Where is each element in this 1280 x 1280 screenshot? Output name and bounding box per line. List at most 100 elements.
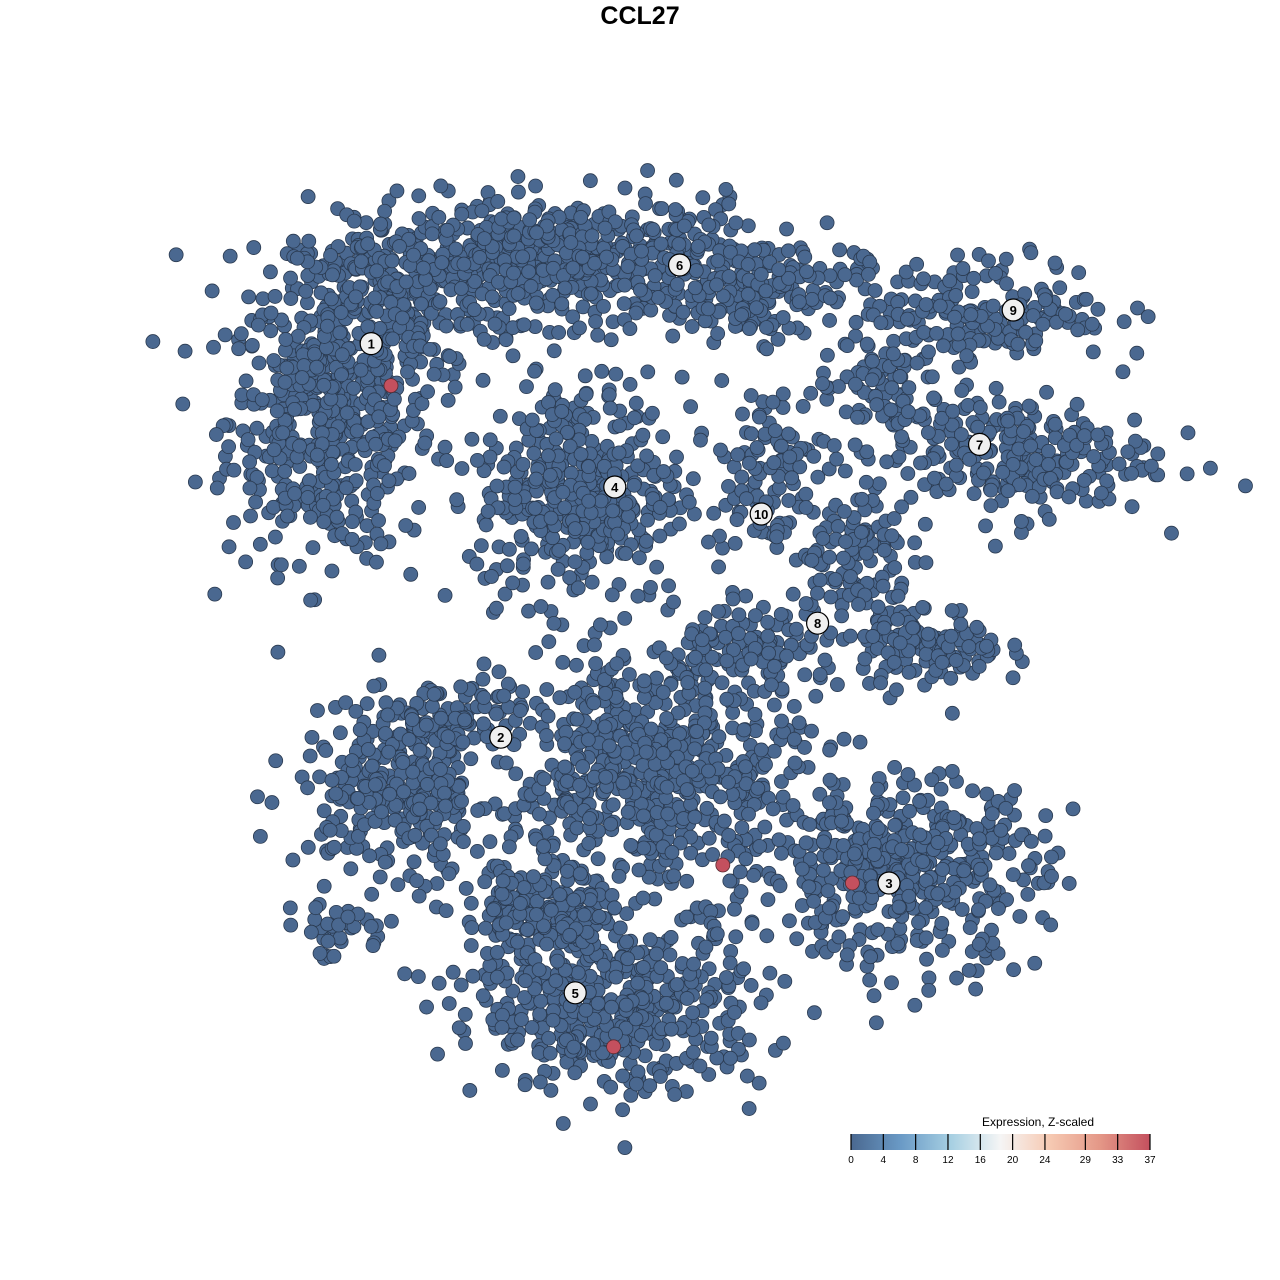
- cell-point: [774, 713, 789, 729]
- cell-point: [1077, 428, 1092, 444]
- cell-point: [433, 762, 448, 777]
- cluster-label: 7: [967, 432, 992, 456]
- cell-point: [999, 276, 1014, 292]
- cell-point: [252, 828, 268, 844]
- cell-point: [472, 250, 488, 265]
- cell-point: [649, 946, 664, 962]
- cell-point: [458, 881, 474, 896]
- cell-point: [364, 758, 380, 774]
- cell-point: [455, 734, 471, 750]
- cell-point: [660, 806, 676, 822]
- cell-point: [469, 844, 485, 859]
- cell-point: [834, 608, 850, 624]
- cell-point: [312, 769, 327, 785]
- cell-point: [492, 408, 508, 424]
- cell-point: [659, 710, 675, 726]
- cell-point: [333, 305, 349, 320]
- cell-point: [741, 806, 756, 822]
- cell-point: [732, 864, 748, 880]
- cell-point: [1061, 489, 1077, 505]
- cell-point: [700, 301, 716, 317]
- cell-point: [577, 368, 593, 384]
- cell-point: [463, 751, 479, 767]
- cell-point: [728, 215, 744, 231]
- cell-point: [965, 783, 980, 799]
- cell-point: [482, 449, 498, 465]
- cell-point: [465, 968, 481, 984]
- cell-point: [1021, 858, 1036, 874]
- cell-point: [921, 344, 936, 360]
- cell-point: [517, 1077, 533, 1093]
- cell-point: [475, 671, 491, 687]
- cell-point: [377, 203, 393, 219]
- cell-point: [588, 314, 603, 330]
- cell-point: [905, 620, 921, 636]
- cell-point: [436, 785, 452, 801]
- cell-point: [576, 907, 592, 923]
- cell-point: [581, 493, 597, 509]
- cluster-label: 8: [805, 611, 830, 635]
- cell-point: [615, 1102, 630, 1118]
- cell-point: [414, 396, 430, 411]
- cell-point: [886, 654, 902, 670]
- cell-point: [684, 763, 700, 779]
- cell-point: [283, 291, 299, 306]
- cell-point: [303, 924, 319, 940]
- cell-point: [406, 854, 422, 870]
- cell-point: [879, 454, 895, 470]
- cell-point: [591, 909, 607, 924]
- cell-point: [612, 920, 628, 936]
- cell-point: [900, 767, 916, 782]
- cell-point: [748, 608, 763, 624]
- cell-point: [251, 355, 267, 371]
- cell-point: [510, 1032, 525, 1048]
- cell-point: [821, 900, 837, 916]
- cell-point: [672, 516, 687, 532]
- cell-point: [866, 847, 882, 862]
- cell-point: [496, 459, 512, 475]
- cell-point: [187, 474, 203, 490]
- cell-point: [360, 319, 376, 335]
- cell-point: [1052, 280, 1068, 296]
- cell-point: [785, 798, 801, 813]
- cluster-label: 1: [359, 332, 383, 356]
- cell-point: [930, 835, 946, 850]
- cell-point: [322, 822, 338, 838]
- cell-point: [505, 348, 521, 364]
- highlighted-cell-point: [606, 1039, 621, 1055]
- cell-point: [540, 448, 556, 464]
- cell-point: [679, 873, 695, 889]
- cell-point: [1043, 917, 1059, 933]
- cell-point: [294, 370, 310, 386]
- cell-point: [804, 291, 820, 307]
- cell-point: [489, 600, 504, 616]
- cell-point: [411, 888, 427, 904]
- cell-point: [966, 486, 982, 501]
- cell-point: [316, 377, 332, 393]
- cell-point: [741, 1101, 757, 1116]
- cell-point: [264, 463, 280, 479]
- cell-point: [344, 753, 360, 769]
- cell-point: [515, 249, 530, 265]
- cell-point: [984, 806, 1000, 822]
- cell-point: [1041, 443, 1056, 459]
- cell-point: [619, 745, 635, 761]
- cell-point: [266, 353, 282, 368]
- cell-point: [611, 445, 627, 461]
- cell-point: [640, 512, 655, 528]
- cell-point: [476, 231, 492, 247]
- cell-point: [543, 510, 559, 526]
- cell-point: [273, 557, 289, 573]
- cell-point: [687, 650, 703, 665]
- cell-point: [1001, 846, 1017, 861]
- cell-point: [1150, 446, 1166, 462]
- cell-point: [781, 493, 797, 508]
- cell-point: [395, 755, 411, 770]
- cell-point: [248, 494, 263, 510]
- cluster-label-text: 6: [676, 258, 683, 273]
- cell-point: [961, 962, 977, 978]
- cell-point: [177, 343, 193, 359]
- cell-point: [609, 656, 625, 672]
- cell-point: [368, 436, 384, 452]
- cell-point: [507, 492, 523, 507]
